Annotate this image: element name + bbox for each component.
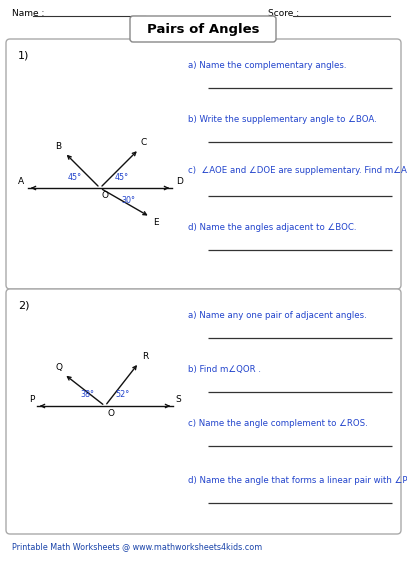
Text: Name :: Name : [12, 9, 44, 18]
Text: P: P [30, 395, 35, 404]
Text: O: O [107, 409, 114, 418]
Text: Q: Q [55, 363, 62, 372]
Text: c) Name the angle complement to ∠ROS.: c) Name the angle complement to ∠ROS. [188, 419, 368, 428]
Text: 1): 1) [18, 51, 29, 61]
Text: 2): 2) [18, 301, 29, 311]
Text: R: R [142, 351, 148, 361]
FancyBboxPatch shape [6, 289, 401, 534]
FancyBboxPatch shape [130, 16, 276, 42]
Text: 45°: 45° [115, 173, 129, 182]
FancyBboxPatch shape [6, 39, 401, 289]
Text: C: C [141, 138, 147, 147]
Text: d) Name the angles adjacent to ∠BOC.: d) Name the angles adjacent to ∠BOC. [188, 223, 357, 232]
Text: Printable Math Worksheets @ www.mathworksheets4kids.com: Printable Math Worksheets @ www.mathwork… [12, 542, 262, 551]
Text: a) Name any one pair of adjacent angles.: a) Name any one pair of adjacent angles. [188, 311, 367, 320]
Text: 45°: 45° [68, 173, 82, 182]
Text: d) Name the angle that forms a linear pair with ∠POQ.: d) Name the angle that forms a linear pa… [188, 476, 407, 485]
Text: E: E [153, 218, 159, 227]
Text: O: O [102, 191, 109, 200]
Text: 30°: 30° [121, 196, 135, 205]
Text: A: A [18, 177, 24, 186]
Text: D: D [176, 177, 183, 186]
Text: Pairs of Angles: Pairs of Angles [147, 23, 259, 35]
Text: c)  ∠AOE and ∠DOE are supplementary. Find m∠AOE.: c) ∠AOE and ∠DOE are supplementary. Find… [188, 166, 407, 175]
Text: b) Write the supplementary angle to ∠BOA.: b) Write the supplementary angle to ∠BOA… [188, 115, 377, 124]
Text: b) Find m∠QOR .: b) Find m∠QOR . [188, 365, 261, 374]
Text: S: S [175, 395, 181, 404]
Text: 38°: 38° [80, 390, 94, 399]
Text: a) Name the complementary angles.: a) Name the complementary angles. [188, 61, 346, 70]
Text: B: B [55, 142, 61, 151]
Text: 52°: 52° [116, 390, 130, 399]
Text: Score :: Score : [268, 9, 299, 18]
